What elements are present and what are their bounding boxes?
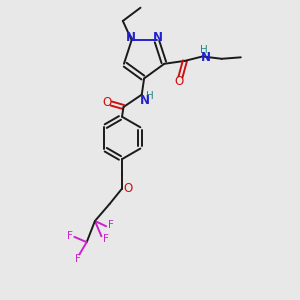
Text: H: H xyxy=(200,45,208,55)
Text: N: N xyxy=(201,51,211,64)
Text: N: N xyxy=(153,31,163,44)
Text: F: F xyxy=(67,231,73,241)
Text: F: F xyxy=(75,254,81,264)
Text: F: F xyxy=(108,220,113,230)
Text: N: N xyxy=(140,94,150,107)
Text: O: O xyxy=(123,182,133,195)
Text: N: N xyxy=(125,31,136,44)
Text: F: F xyxy=(103,234,109,244)
Text: O: O xyxy=(102,96,111,109)
Text: O: O xyxy=(175,75,184,88)
Text: H: H xyxy=(146,91,154,101)
